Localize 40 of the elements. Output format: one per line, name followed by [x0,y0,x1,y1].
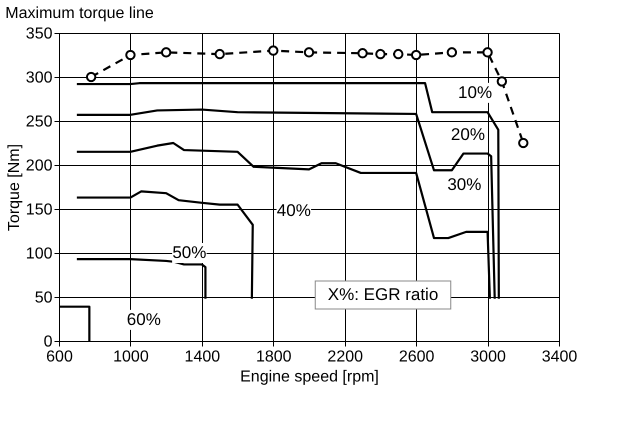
y-axis-title: Torque [Nm] [6,144,23,232]
y-tick-label: 100 [26,246,53,262]
annotation: 10% [458,82,492,102]
y-tick-label: 250 [26,114,53,130]
point [214,48,225,60]
y-tick-label: 50 [34,290,53,306]
x-tick-label: 600 [46,348,73,366]
y-tick-label: 300 [26,70,53,86]
annotation: 50% [172,243,206,262]
x-tick-label: 2600 [398,348,435,366]
chart-title: Maximum torque line [5,5,154,22]
x-axis-title: Engine speed [rpm] [240,368,379,386]
point [160,47,172,58]
point [86,72,96,82]
point [393,48,404,60]
x-tick-label: 1800 [256,348,292,366]
point [304,47,314,58]
annotation: 40% [276,200,311,220]
point [125,50,136,60]
y-tick-label: 200 [26,158,53,174]
x-tick-label: 3400 [542,348,578,366]
x-tick-label: 3000 [470,348,506,366]
point [482,47,493,58]
point [375,48,386,60]
point [410,50,422,60]
point [357,48,368,58]
y-tick-label: 350 [26,26,53,42]
point [268,45,278,56]
x-tick-label: 2200 [327,348,364,366]
annotation: 20% [450,125,485,144]
point [496,76,508,87]
y-tick-label: 150 [26,202,53,218]
point [518,138,528,148]
annotation: X%: EGR ratio [328,285,438,304]
x-tick-label: 1000 [113,348,149,366]
x-tick-label: 1400 [184,348,220,366]
annotation: 60% [126,310,161,329]
point [446,47,458,58]
y-tick-label: 0 [44,334,53,350]
annotation: 30% [447,175,482,194]
